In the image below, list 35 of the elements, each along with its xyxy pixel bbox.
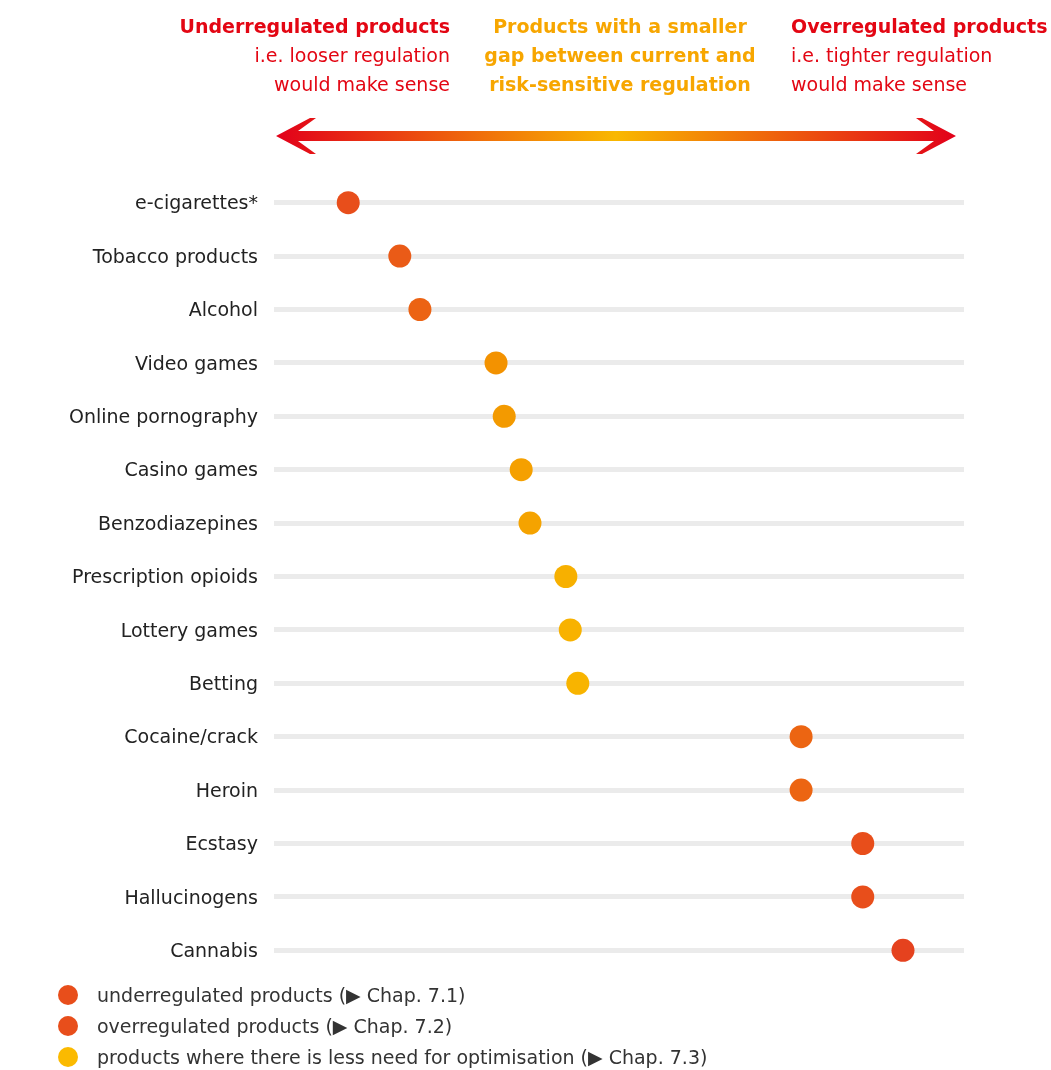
legend-label: underregulated products (▶ Chap. 7.1)	[96, 983, 467, 1008]
legend-label: overregulated products (▶ Chap. 7.2)	[96, 1014, 454, 1039]
y-tick-label: e-cigarettes*	[134, 191, 258, 214]
point	[388, 244, 412, 268]
point	[484, 351, 508, 375]
y-tick-label: Heroin	[195, 778, 258, 801]
text: Overregulated products	[791, 14, 1048, 39]
text: Underregulated products	[179, 14, 450, 39]
y-tick-label: Tobacco products	[91, 244, 258, 267]
y-tick-label: Lottery games	[120, 618, 258, 641]
point	[492, 404, 516, 428]
text: Products with a smaller gap between current and risk-sensitive regulation	[484, 14, 756, 97]
point	[566, 671, 590, 695]
y-tick-label: Alcohol	[188, 298, 258, 321]
y-tick-label: Prescription opioids	[72, 565, 258, 588]
point	[408, 298, 432, 321]
y-tick-label: Betting	[188, 671, 258, 694]
legend-label: products where there is less need for optimisation (▶ Chap. 7.3)	[96, 1045, 708, 1070]
y-tick-label: Cocaine/crack	[124, 725, 258, 748]
point	[891, 938, 915, 962]
point	[558, 618, 582, 642]
point	[789, 725, 813, 749]
y-tick-label: Online pornography	[68, 404, 258, 427]
text: i.e. looser regulation would make sense	[254, 43, 450, 97]
point	[789, 778, 813, 802]
y-tick-label: Hallucinogens	[124, 885, 258, 908]
y-tick-label: Casino games	[124, 458, 258, 481]
y-tick-label: Ecstasy	[185, 832, 258, 855]
point	[518, 511, 542, 535]
point	[509, 458, 533, 482]
y-tick-label: Cannabis	[170, 938, 258, 961]
text: i.e. tighter regulation would make sense	[791, 43, 993, 97]
y-tick-label: Benzodiazepines	[98, 511, 258, 534]
point	[554, 565, 578, 588]
y-tick-label: Video games	[134, 351, 258, 374]
